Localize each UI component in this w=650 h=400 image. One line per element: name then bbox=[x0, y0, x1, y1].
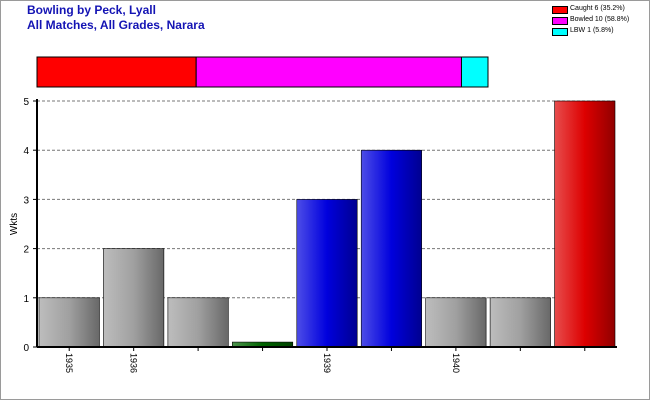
y-tick-label: 5 bbox=[23, 97, 29, 108]
y-tick-label: 1 bbox=[23, 294, 29, 305]
bar bbox=[425, 297, 487, 348]
bar bbox=[296, 199, 358, 348]
bar bbox=[554, 100, 616, 348]
breakdown-segment-caught bbox=[36, 56, 197, 88]
x-tick-label: 1939 bbox=[322, 353, 332, 373]
y-tick-label: 2 bbox=[23, 245, 29, 256]
breakdown-segment-bowled bbox=[195, 56, 462, 88]
legend-label-caught: Caught 6 (35.2%) bbox=[570, 5, 625, 12]
bar bbox=[167, 297, 229, 348]
legend-label-bowled: Bowled 10 (58.8%) bbox=[570, 16, 630, 23]
y-tick-label: 3 bbox=[23, 195, 29, 206]
chart-subtitle: All Matches, All Grades, Narara bbox=[27, 18, 205, 32]
bar bbox=[360, 149, 422, 348]
y-tick-label: 4 bbox=[23, 146, 29, 157]
legend-label-lbw: LBW 1 (5.8%) bbox=[570, 27, 614, 34]
x-tick-label: 1940 bbox=[451, 353, 461, 373]
legend-swatch-caught bbox=[552, 6, 568, 14]
y-tick-label: 0 bbox=[23, 343, 29, 354]
bar bbox=[103, 248, 165, 348]
legend-swatch-bowled bbox=[552, 17, 568, 25]
chart-title: Bowling by Peck, Lyall bbox=[27, 3, 156, 17]
bar bbox=[38, 297, 100, 348]
bar bbox=[489, 297, 551, 348]
breakdown-segment-lbw bbox=[460, 56, 489, 88]
x-tick-label: 1936 bbox=[129, 353, 139, 373]
y-axis-label: Wkts bbox=[9, 213, 20, 235]
x-tick-label: 1935 bbox=[64, 353, 74, 373]
legend-swatch-lbw bbox=[552, 28, 568, 36]
